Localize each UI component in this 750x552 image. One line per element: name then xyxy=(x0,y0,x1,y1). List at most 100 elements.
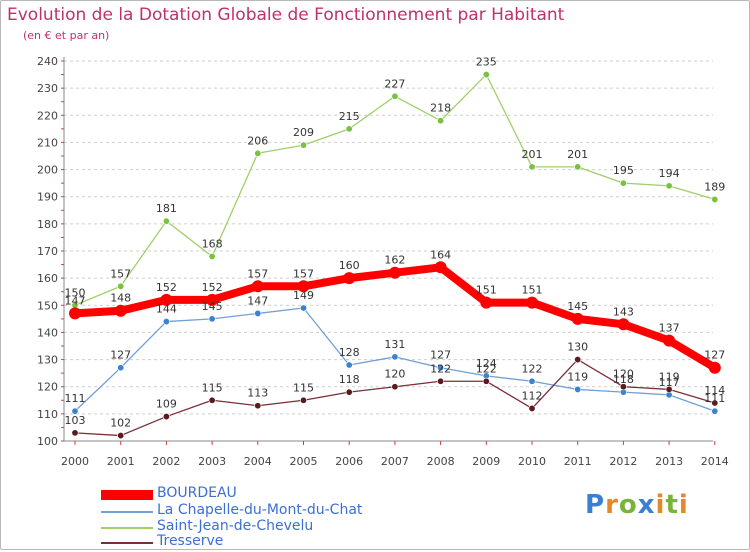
y-tick-label: 240 xyxy=(37,55,58,68)
y-tick-label: 150 xyxy=(37,299,58,312)
data-label: 201 xyxy=(567,148,588,161)
legend-swatch-la-chapelle xyxy=(101,511,153,513)
data-label: 160 xyxy=(339,259,360,272)
data-label: 148 xyxy=(110,292,131,305)
data-label: 115 xyxy=(202,381,223,394)
legend-label-la-chapelle: La Chapelle-du-Mont-du-Chat xyxy=(157,502,363,518)
data-point xyxy=(619,383,627,391)
y-tick-label: 160 xyxy=(37,272,58,285)
data-label: 120 xyxy=(384,368,405,381)
data-label: 164 xyxy=(430,248,451,261)
data-label: 120 xyxy=(613,368,634,381)
data-point xyxy=(391,92,399,100)
x-tick-label: 2013 xyxy=(655,455,683,468)
data-point xyxy=(254,149,262,157)
data-point xyxy=(343,272,356,285)
data-point xyxy=(208,315,216,323)
x-tick-label: 2010 xyxy=(518,455,546,468)
data-label: 206 xyxy=(247,134,268,147)
data-point xyxy=(711,407,719,415)
data-point xyxy=(299,304,307,312)
data-point xyxy=(437,364,445,372)
data-label: 189 xyxy=(704,180,725,193)
data-label: 127 xyxy=(430,349,451,362)
y-tick-label: 220 xyxy=(37,109,58,122)
data-point xyxy=(162,413,170,421)
data-label: 114 xyxy=(704,384,725,397)
x-tick-label: 2009 xyxy=(472,455,500,468)
data-point xyxy=(528,404,536,412)
data-label: 157 xyxy=(293,267,314,280)
data-point xyxy=(480,296,493,309)
data-label: 111 xyxy=(704,392,725,405)
data-label: 113 xyxy=(247,387,268,400)
data-point xyxy=(254,309,262,317)
legend-label-tresserve: Tresserve xyxy=(157,533,224,549)
data-point xyxy=(708,361,721,374)
x-tick-label: 2011 xyxy=(564,455,592,468)
data-point xyxy=(665,385,673,393)
data-label: 235 xyxy=(476,56,497,69)
legend-swatch-bourdeau xyxy=(101,490,153,500)
data-label: 127 xyxy=(110,349,131,362)
data-point xyxy=(162,318,170,326)
data-label: 147 xyxy=(65,294,86,307)
data-label: 157 xyxy=(247,267,268,280)
data-point xyxy=(114,304,127,317)
data-label: 128 xyxy=(339,346,360,359)
data-point xyxy=(617,318,630,331)
data-point xyxy=(254,402,262,410)
x-tick-label: 2003 xyxy=(198,455,226,468)
x-tick-label: 2001 xyxy=(107,455,135,468)
data-label: 209 xyxy=(293,126,314,139)
data-point xyxy=(117,432,125,440)
data-point xyxy=(206,293,219,306)
data-label: 118 xyxy=(339,373,360,386)
legend-label-bourdeau: BOURDEAU xyxy=(157,485,237,501)
data-label: 122 xyxy=(522,362,543,375)
data-label: 117 xyxy=(659,376,680,389)
y-tick-label: 230 xyxy=(37,82,58,95)
data-point xyxy=(162,217,170,225)
chart-title: Evolution de la Dotation Globale de Fonc… xyxy=(7,5,565,25)
x-tick-label: 2005 xyxy=(290,455,318,468)
y-tick-label: 200 xyxy=(37,164,58,177)
chart-subtitle: (en € et par an) xyxy=(23,29,110,42)
data-point xyxy=(208,396,216,404)
data-label: 109 xyxy=(156,398,177,411)
data-point xyxy=(526,296,538,309)
data-label: 124 xyxy=(476,357,497,370)
data-label: 152 xyxy=(202,281,223,294)
y-tick-label: 190 xyxy=(37,191,58,204)
logo-letter: o xyxy=(618,490,638,520)
data-point xyxy=(574,385,582,393)
data-label: 122 xyxy=(430,362,451,375)
data-point xyxy=(299,396,307,404)
logo-letter: i xyxy=(678,490,689,520)
data-label: 115 xyxy=(293,381,314,394)
data-point xyxy=(117,282,125,290)
x-tick-label: 2014 xyxy=(701,455,729,468)
data-point xyxy=(345,361,353,369)
logo-letter: t xyxy=(665,490,679,520)
x-tick-label: 2008 xyxy=(427,455,455,468)
data-point xyxy=(528,163,536,171)
data-label: 118 xyxy=(613,373,634,386)
axes: 100 110 120 130 140 150 160 170 180 190 200 210 220 2… xyxy=(37,55,729,468)
y-tick-label: 170 xyxy=(37,245,58,258)
data-label: 218 xyxy=(430,102,451,115)
data-point xyxy=(663,334,676,347)
data-point xyxy=(297,280,310,293)
y-tick-label: 100 xyxy=(37,435,58,448)
data-label: 145 xyxy=(567,300,588,313)
data-point xyxy=(711,195,719,203)
data-label: 145 xyxy=(202,300,223,313)
data-label: 103 xyxy=(65,414,86,427)
data-point xyxy=(528,377,536,385)
data-label: 130 xyxy=(567,341,588,354)
data-point xyxy=(574,356,582,364)
data-point xyxy=(299,141,307,149)
logo-letter: P xyxy=(585,490,606,520)
